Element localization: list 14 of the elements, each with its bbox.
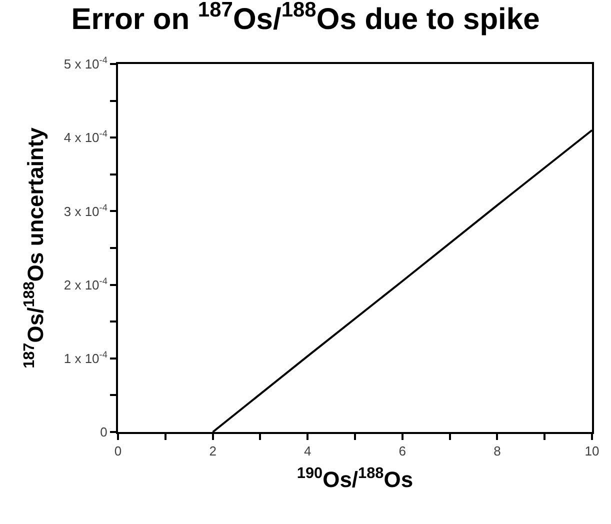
x-tick-label: 10 (584, 444, 600, 459)
x-tick-label: 6 (398, 444, 406, 459)
x-tick-label: 8 (494, 444, 501, 459)
x-tick-label: 0 (114, 444, 122, 459)
x-tick-label: 2 (209, 444, 216, 459)
chart-title: Error on $^{187}$Os/$^{188}$Os due to spike (71, 0, 540, 36)
y-tick-label: 4 x 10$^{-4}$ (64, 128, 108, 146)
y-tick-label: 2 x 10$^{-4}$ (64, 276, 108, 292)
y-tick-label: 5 x 10$^{-4}$ (64, 55, 108, 72)
x-tick-label: 4 (304, 444, 312, 459)
y-tick-label: 0 (100, 424, 108, 440)
x-axis-title: $^{190}$Os/$^{188}$Os (296, 464, 414, 492)
y-tick-label: 3 x 10$^{-4}$ (64, 202, 108, 219)
y-tick-label: 1 x 10$^{-4}$ (64, 349, 108, 366)
